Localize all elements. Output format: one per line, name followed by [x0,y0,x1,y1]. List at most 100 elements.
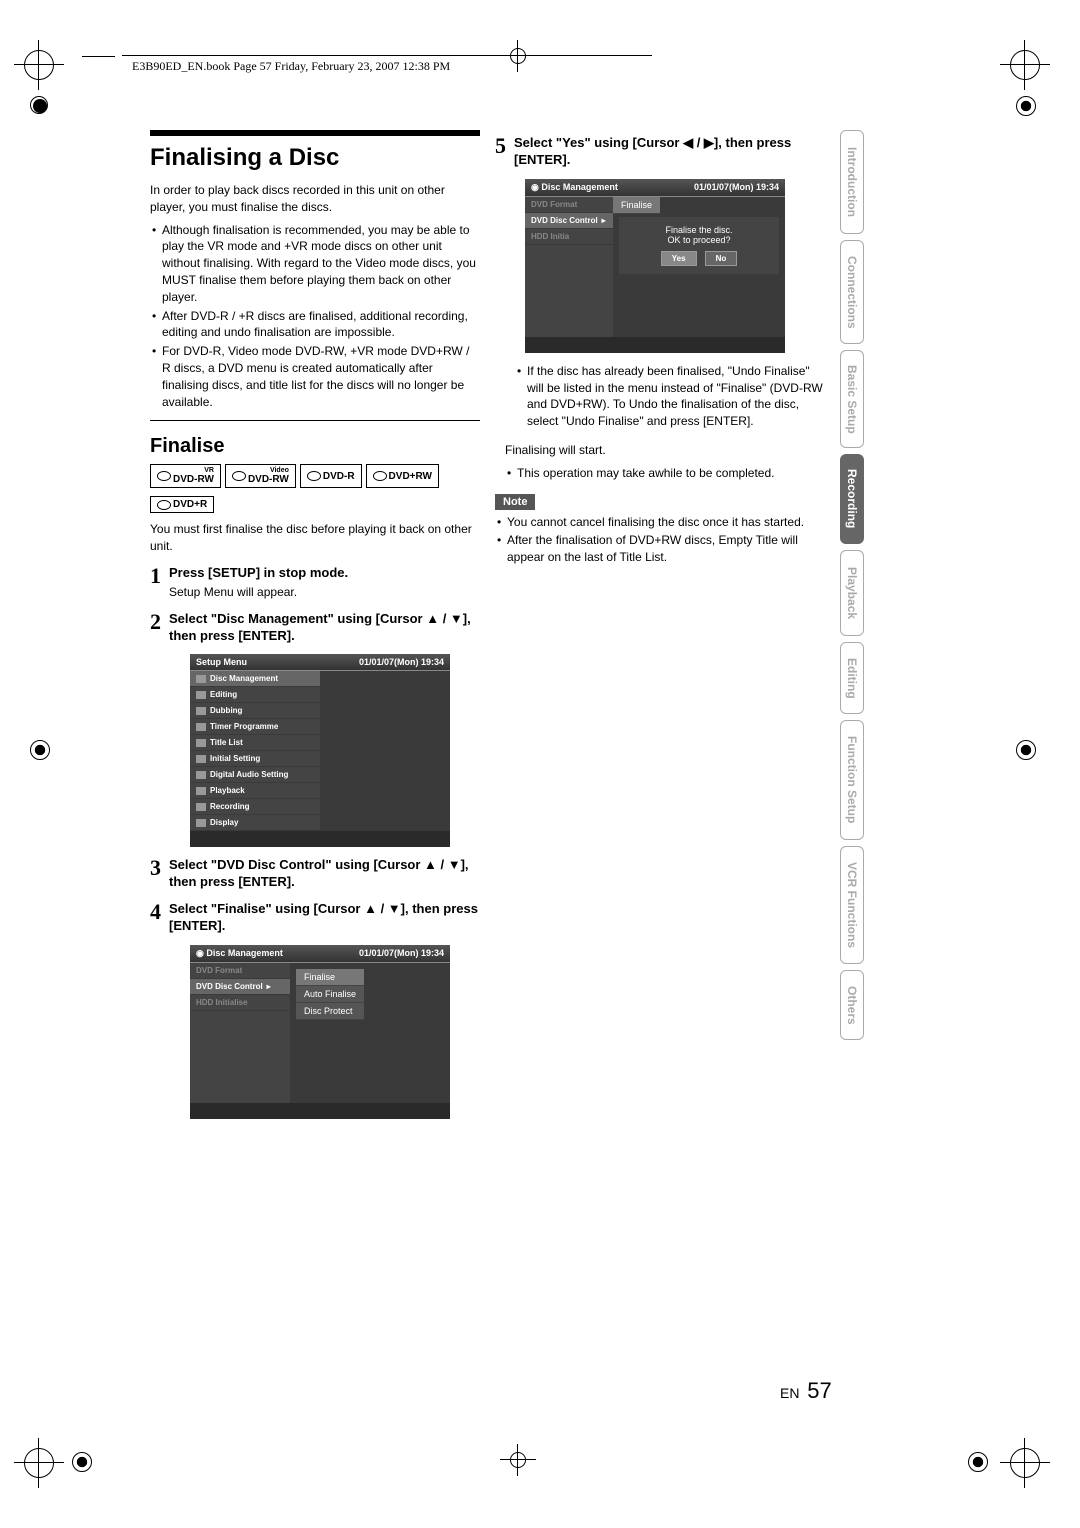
step-desc: Setup Menu will appear. [169,584,480,601]
finalising-bullet: This operation may take awhile to be com… [505,465,825,482]
tab-editing: Editing [840,642,864,714]
step-title: Select "Finalise" using [Cursor ▲ / ▼], … [169,901,480,935]
step-title: Select "Disc Management" using [Cursor ▲… [169,611,480,645]
crop-hole-right-bottom [968,1452,988,1472]
setup-menu-screenshot: Setup Menu 01/01/07(Mon) 19:34 Disc Mana… [190,654,450,847]
step-5: 5 Select "Yes" using [Cursor ◀ / ▶], the… [495,135,825,169]
menu-item: Recording [190,799,320,815]
menu-item: Timer Programme [190,719,320,735]
badge-dvd-rw-video: VideoDVD-RW [225,464,296,488]
submenu-item: Disc Protect [296,1003,364,1020]
step-1: 1 Press [SETUP] in stop mode. Setup Menu… [150,565,480,601]
crop-dot-top-mid [510,48,526,64]
ui-date: 01/01/07(Mon) 19:34 [359,657,444,667]
menu-item: HDD Initia [525,229,613,245]
disc-icon [373,471,387,481]
intro-bullet: For DVD-R, Video mode DVD-RW, +VR mode D… [150,343,480,410]
step-title: Select "Yes" using [Cursor ◀ / ▶], then … [514,135,825,169]
disc-icon [307,471,321,481]
crop-hole-left-top-fill [33,99,47,113]
menu-item: Playback [190,783,320,799]
menu-item: DVD Format [525,197,613,213]
no-button: No [705,251,738,266]
badge-dvd-plus-rw: DVD+RW [366,464,439,488]
menu-item: Dubbing [190,703,320,719]
note-bullet: You cannot cancel finalising the disc on… [495,514,825,531]
confirm-dialog-screenshot: ◉ Disc Management 01/01/07(Mon) 19:34 DV… [525,179,785,353]
step-title: Press [SETUP] in stop mode. [169,565,480,582]
disc-icon [232,471,246,481]
finalise-note: You must first finalise the disc before … [150,521,480,555]
step-number: 5 [495,135,506,169]
finalise-heading: Finalise [150,435,480,458]
menu-icon [196,739,206,747]
crop-dot-bottom-mid [510,1452,526,1468]
disc-icon [157,500,171,510]
dialog-text: OK to proceed? [627,235,771,245]
ui-title: Setup Menu [196,657,247,667]
left-column: Finalising a Disc In order to play back … [150,130,480,1129]
menu-item: Editing [190,687,320,703]
page-number: EN 57 [780,1378,832,1404]
badge-dvd-rw-vr: VRDVD-RW [150,464,221,488]
intro-text: In order to play back discs recorded in … [150,182,480,216]
finalising-start: Finalising will start. [505,442,825,459]
note-bullet: After the finalisation of DVD+RW discs, … [495,532,825,566]
intro-bullet: Although finalisation is recommended, yo… [150,222,480,306]
menu-item: DVD Disc Control ▸ [525,213,613,229]
menu-icon [196,787,206,795]
submenu-item: Finalise [296,969,364,986]
tab-vcr-functions: VCR Functions [840,846,864,964]
submenu-item: Auto Finalise [296,986,364,1003]
page-title: Finalising a Disc [150,130,480,172]
menu-icon [196,675,206,683]
confirm-dialog: Finalise the disc. OK to proceed? Yes No [619,217,779,274]
ui-date: 01/01/07(Mon) 19:34 [359,948,444,959]
menu-item: Initial Setting [190,751,320,767]
tab-playback: Playback [840,550,864,636]
right-column: 5 Select "Yes" using [Cursor ◀ / ▶], the… [495,125,825,568]
menu-item: Disc Management [190,671,320,687]
menu-item: Digital Audio Setting [190,767,320,783]
tab-function-setup: Function Setup [840,720,864,840]
crop-hole-left-mid [30,740,50,760]
right-bullets: If the disc has already been finalised, … [515,363,825,430]
step-2: 2 Select "Disc Management" using [Cursor… [150,611,480,645]
menu-item: Display [190,815,320,831]
disc-badges-row1: VRDVD-RW VideoDVD-RW DVD-R DVD+RW [150,464,480,488]
step-number: 1 [150,565,161,601]
badge-dvd-plus-r: DVD+R [150,496,214,513]
submenu: Finalise Auto Finalise Disc Protect [296,969,364,1020]
ui-title: ◉ Disc Management [196,948,283,959]
header-rule [122,55,652,56]
step-4: 4 Select "Finalise" using [Cursor ▲ / ▼]… [150,901,480,935]
ui-date: 01/01/07(Mon) 19:34 [694,182,779,193]
note-label: Note [495,494,535,510]
yes-button: Yes [661,251,697,266]
menu-item: DVD Disc Control ▸ [190,979,290,995]
badge-dvd-r: DVD-R [300,464,362,488]
dialog-text: Finalise the disc. [627,225,771,235]
step-number: 4 [150,901,161,935]
menu-item: Title List [190,735,320,751]
disc-icon [157,471,171,481]
menu-icon [196,771,206,779]
step-title: Select "DVD Disc Control" using [Cursor … [169,857,480,891]
divider [150,420,480,421]
menu-icon [196,803,206,811]
menu-icon [196,755,206,763]
menu-icon [196,707,206,715]
finalising-bullets: This operation may take awhile to be com… [505,465,825,482]
crop-hole-left-bottom [72,1452,92,1472]
disc-management-screenshot: ◉ Disc Management 01/01/07(Mon) 19:34 DV… [190,945,450,1119]
disc-badges-row2: DVD+R [150,496,480,513]
step-number: 3 [150,857,161,891]
ui-title: ◉ Disc Management [531,182,618,193]
crop-line-top [82,56,115,57]
side-tabs: Introduction Connections Basic Setup Rec… [840,130,870,1046]
intro-bullets: Although finalisation is recommended, yo… [150,222,480,411]
note-bullets: You cannot cancel finalising the disc on… [495,514,825,566]
tab-others: Others [840,970,864,1040]
right-bullet: If the disc has already been finalised, … [515,363,825,430]
menu-icon [196,723,206,731]
